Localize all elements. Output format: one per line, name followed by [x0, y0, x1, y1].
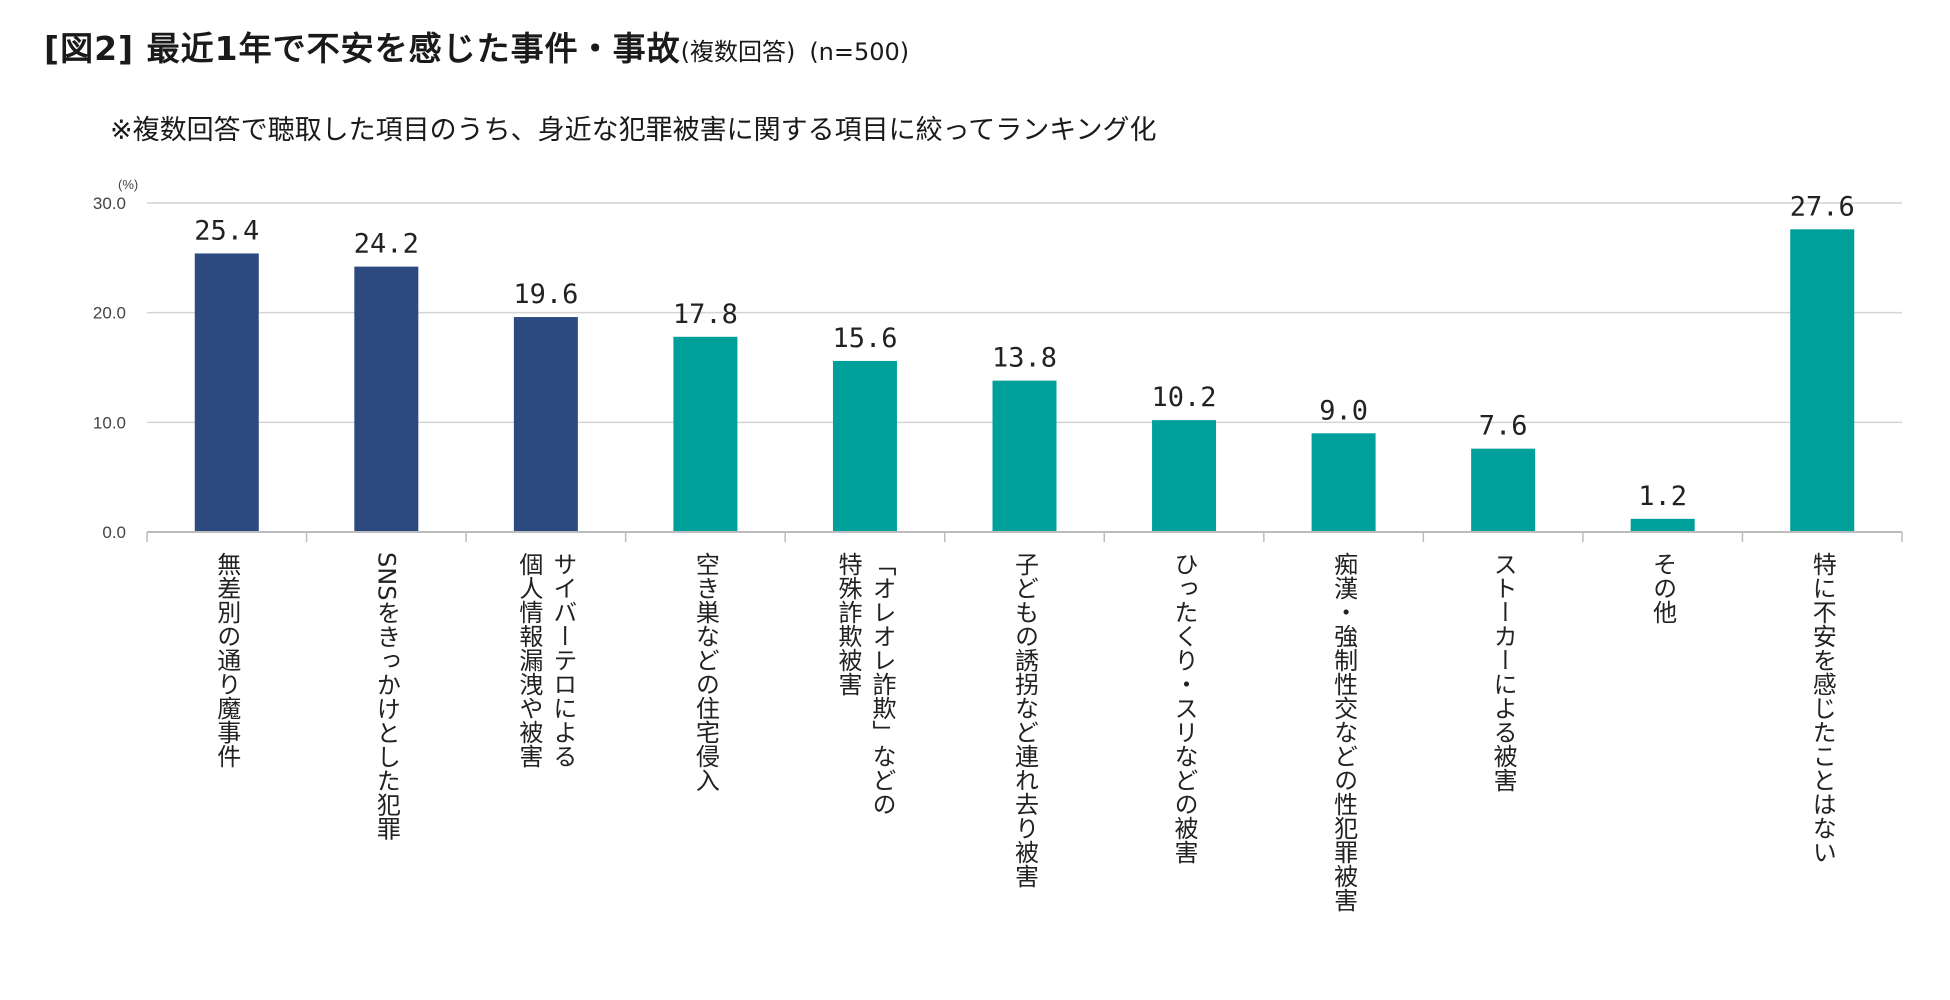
bar	[1630, 518, 1695, 532]
value-labels: 25.4 24.2 19.6 17.8 15.6 13.8 10.2 9.0 7.6 1.2 27.…	[194, 191, 1854, 512]
data-label: 17.8	[673, 299, 738, 330]
bar	[194, 253, 259, 533]
title-main: [図2] 最近1年で不安を感じた事件・事故	[44, 29, 681, 68]
category-label: 無差別の通り魔事件	[213, 552, 241, 768]
sample-size: (n=500)	[809, 38, 910, 66]
category-label: 「オレオレ詐欺」などの	[868, 552, 896, 816]
data-label: 7.6	[1479, 411, 1528, 442]
category-label: 特殊詐欺被害	[834, 552, 862, 696]
data-label: 1.2	[1638, 481, 1687, 512]
chart-subtitle: ※複数回答で聴取した項目のうち、身近な犯罪被害に関する項目に絞ってランキング化	[110, 115, 1157, 146]
data-label: 9.0	[1319, 395, 1368, 426]
bar	[673, 336, 738, 532]
data-label: 13.8	[992, 343, 1057, 374]
chart-title: [図2] 最近1年で不安を感じた事件・事故(複数回答) (n=500)	[44, 22, 909, 70]
y-tick-label: 30.0	[93, 194, 126, 213]
x-axis-ticks	[146, 532, 1903, 542]
category-label: サイバーテロによる	[549, 552, 577, 768]
category-label: ストーカーによる被害	[1489, 552, 1517, 792]
y-tick-label: 10.0	[93, 413, 126, 432]
bars	[194, 229, 1855, 533]
category-label: 空き巣などの住宅侵入	[691, 552, 719, 792]
bar	[1790, 229, 1855, 532]
category-label: 個人情報漏洩や被害	[515, 552, 543, 768]
bar	[1152, 420, 1217, 532]
category-label: SNSをきっかけとした犯罪	[372, 552, 400, 841]
data-label: 25.4	[194, 215, 259, 246]
bar	[513, 317, 578, 532]
category-label: 痴漢・強制性交などの性犯罪被害	[1330, 552, 1358, 912]
bar	[1471, 448, 1536, 532]
bar	[832, 360, 897, 532]
data-label: 19.6	[513, 279, 578, 310]
y-axis-ticks: 0.0 10.0 20.0 30.0	[93, 194, 126, 542]
category-label: 特に不安を感じたことはない	[1808, 552, 1836, 864]
category-label: その他	[1649, 552, 1677, 624]
title-sub: (複数回答)	[680, 38, 796, 66]
data-label: 27.6	[1790, 191, 1855, 222]
y-tick-label: 0.0	[102, 523, 126, 542]
bar	[354, 266, 419, 532]
bar	[992, 380, 1057, 532]
bar	[1311, 433, 1376, 532]
category-labels: 無差別の通り魔事件 SNSをきっかけとした犯罪 サイバーテロによる個人情報漏洩や被害…	[213, 552, 1836, 912]
y-axis-unit-label: (%)	[118, 177, 138, 192]
data-label: 24.2	[354, 229, 419, 260]
category-label: 子どもの誘拐など連れ去り被害	[1011, 552, 1039, 888]
data-label: 10.2	[1152, 382, 1217, 413]
y-tick-label: 20.0	[93, 304, 126, 323]
data-label: 15.6	[832, 323, 897, 354]
category-label: ひったくり・スリなどの被害	[1170, 552, 1198, 864]
